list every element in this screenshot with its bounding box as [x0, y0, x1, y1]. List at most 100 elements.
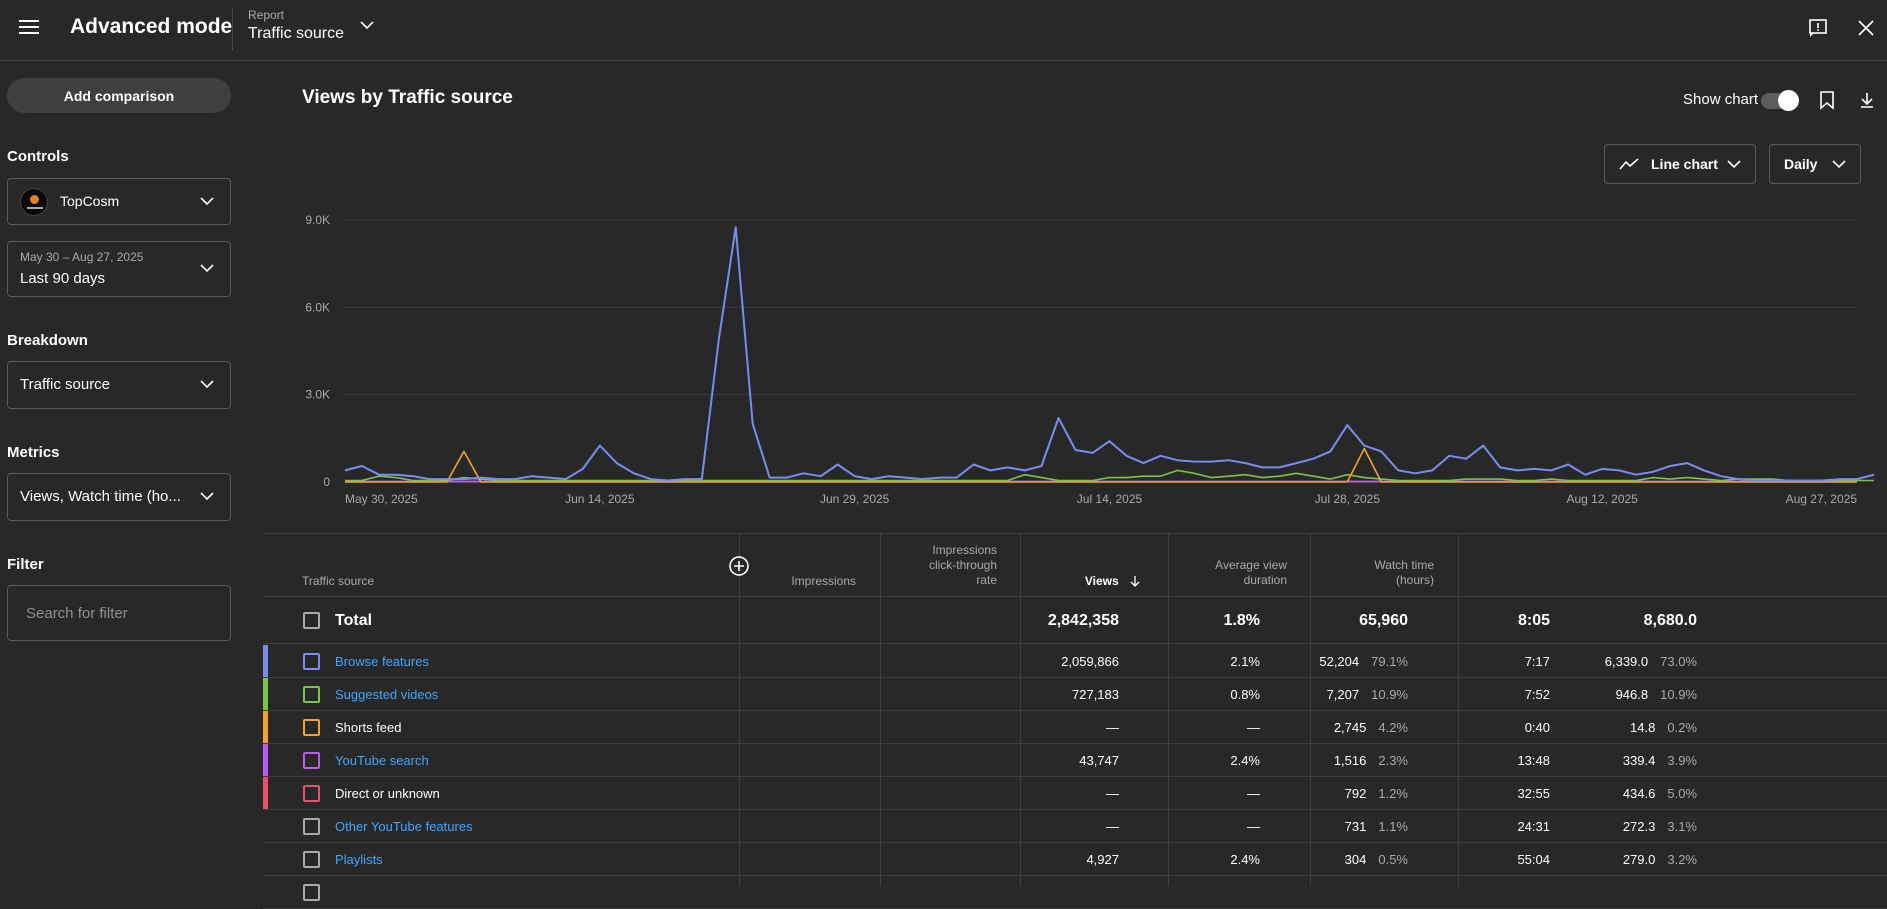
date-range-dates: May 30 – Aug 27, 2025 — [20, 250, 144, 264]
row-checkbox[interactable] — [303, 653, 320, 670]
show-chart-toggle[interactable] — [1761, 90, 1799, 111]
table-row[interactable]: Playlists 4,927 2.4% 304 0.5% 55:04 279.0 3.2% — [263, 843, 1887, 876]
table-row[interactable]: Direct or unknown — — 792 1.2% 32:55 434.6 5.0% — [263, 777, 1887, 810]
series-color-strip — [263, 744, 268, 776]
column-divider — [1168, 533, 1169, 886]
close-icon[interactable] — [1854, 16, 1878, 40]
column-divider — [739, 533, 740, 886]
row-avg-duration: 0:40 — [1524, 720, 1550, 735]
column-divider — [1310, 533, 1311, 886]
row-views-pct: 10.9% — [1371, 687, 1408, 702]
row-source-name: Shorts feed — [335, 720, 402, 735]
x-tick-label: May 30, 2025 — [345, 492, 418, 506]
bookmark-icon[interactable] — [1815, 88, 1839, 112]
total-watch-time: 8,680.0 — [1643, 612, 1697, 629]
row-avg-duration: 7:52 — [1524, 687, 1550, 702]
row-watch-value: 6,339.0 — [1604, 654, 1649, 669]
header-ctr-line3: rate — [976, 573, 997, 587]
date-range-selector[interactable]: May 30 – Aug 27, 2025 Last 90 days — [7, 241, 231, 297]
filter-search-input[interactable] — [7, 585, 231, 641]
row-checkbox[interactable] — [303, 785, 320, 802]
header-avd-line2: duration — [1243, 573, 1287, 587]
row-impressions: 43,747 — [1079, 753, 1119, 768]
column-divider — [880, 533, 881, 886]
row-watch-time: 6,339.0 73.0% — [1310, 645, 1697, 678]
row-source-name: Direct or unknown — [335, 786, 440, 801]
row-source-name[interactable]: YouTube search — [335, 753, 429, 768]
row-watch-value: 272.3 — [1622, 819, 1656, 834]
header-watch-time[interactable]: Watch time (hours) — [1310, 558, 1434, 588]
table-row[interactable]: Browse features 2,059,866 2.1% 52,204 79.1% 7… — [263, 645, 1887, 678]
chart-type-dropdown[interactable]: Line chart — [1604, 144, 1756, 184]
report-label: Report — [248, 8, 285, 22]
table-row[interactable]: Suggested videos 727,183 0.8% 7,207 10.9% 7:5… — [263, 678, 1887, 711]
header-traffic-source[interactable]: Traffic source — [302, 574, 375, 588]
chevron-down-icon — [200, 492, 214, 501]
row-watch-value: 946.8 — [1615, 687, 1649, 702]
row-checkbox[interactable] — [303, 818, 320, 835]
line-chart-icon — [1619, 158, 1639, 170]
row-watch-value: 279.0 — [1622, 852, 1656, 867]
header-wt-line1: Watch time — [1374, 558, 1434, 572]
toggle-knob — [1778, 90, 1799, 111]
x-tick-label: Aug 12, 2025 — [1566, 492, 1638, 506]
row-watch-value: 14.8 — [1630, 720, 1656, 735]
row-checkbox[interactable] — [303, 851, 320, 868]
row-source-name[interactable]: Suggested videos — [335, 687, 439, 702]
header-impressions[interactable]: Impressions — [791, 574, 856, 588]
y-tick-label: 3.0K — [305, 388, 330, 402]
row-checkbox[interactable] — [303, 752, 320, 769]
divider — [232, 8, 233, 50]
controls-label: Controls — [7, 148, 69, 165]
table-row[interactable]: YouTube search 43,747 2.4% 1,516 2.3% 13:48 33… — [263, 744, 1887, 777]
row-source-name[interactable]: Playlists — [335, 852, 383, 867]
header-views-label: Views — [1084, 574, 1119, 588]
row-watch-pct: 3.2% — [1667, 852, 1697, 867]
add-metric-icon[interactable] — [728, 555, 750, 577]
header-ctr[interactable]: Impressions click-through rate — [880, 543, 997, 588]
table-top-border — [263, 533, 1887, 534]
table-row[interactable]: Shorts feed — — 2,745 4.2% 0:40 14.8 0.2% — [263, 711, 1887, 744]
feedback-icon[interactable] — [1806, 16, 1830, 40]
table-row[interactable]: Other YouTube features — —731 1.1% 24:31 272.… — [263, 810, 1887, 843]
series-line-browse-features — [344, 226, 1875, 482]
chevron-down-icon — [360, 21, 374, 30]
row-checkbox[interactable] — [303, 719, 320, 736]
row-views-pct: 1.2% — [1378, 786, 1408, 801]
series-color-strip — [263, 645, 268, 677]
chevron-down-icon — [200, 380, 214, 389]
row-watch-time: 272.3 3.1% — [1310, 810, 1697, 843]
row-source-name[interactable]: Browse features — [335, 654, 429, 669]
row-views-value: 1,516 — [1333, 753, 1367, 768]
row-watch-pct: 3.1% — [1667, 819, 1697, 834]
series-color-strip — [263, 678, 268, 710]
download-icon[interactable] — [1855, 88, 1879, 112]
granularity-dropdown[interactable]: Daily — [1769, 144, 1861, 184]
row-watch-pct: 0.2% — [1667, 720, 1697, 735]
channel-avatar — [20, 188, 48, 216]
row-checkbox[interactable] — [303, 884, 320, 901]
hamburger-menu-icon[interactable] — [16, 14, 42, 40]
total-checkbox[interactable] — [303, 612, 320, 629]
x-tick-label: Aug 27, 2025 — [1786, 492, 1858, 506]
x-tick-label: Jul 14, 2025 — [1077, 492, 1143, 506]
x-tick-label: Jun 14, 2025 — [565, 492, 635, 506]
channel-selector[interactable]: TopCosm — [7, 178, 231, 225]
add-comparison-button[interactable]: Add comparison — [7, 78, 231, 113]
row-views: 52,204 79.1% — [1020, 645, 1408, 678]
series-color-strip — [263, 711, 268, 743]
row-views-pct: 1.1% — [1378, 819, 1408, 834]
row-source-name[interactable]: Other YouTube features — [335, 819, 473, 834]
header-views[interactable]: Views — [1020, 574, 1140, 589]
metrics-selector[interactable]: Views, Watch time (ho... — [7, 473, 231, 521]
breakdown-selector[interactable]: Traffic source — [7, 361, 231, 409]
row-checkbox[interactable] — [303, 686, 320, 703]
row-impressions: 4,927 — [1086, 852, 1119, 867]
row-views-value: 2,745 — [1333, 720, 1367, 735]
x-tick-label: Jun 29, 2025 — [820, 492, 890, 506]
column-divider — [1458, 533, 1459, 886]
row-views: 7,207 10.9% — [1020, 678, 1408, 711]
report-picker[interactable]: Report Traffic source — [248, 8, 383, 50]
header-avg-view-duration[interactable]: Average view duration — [1168, 558, 1287, 588]
row-watch-pct: 5.0% — [1667, 786, 1697, 801]
